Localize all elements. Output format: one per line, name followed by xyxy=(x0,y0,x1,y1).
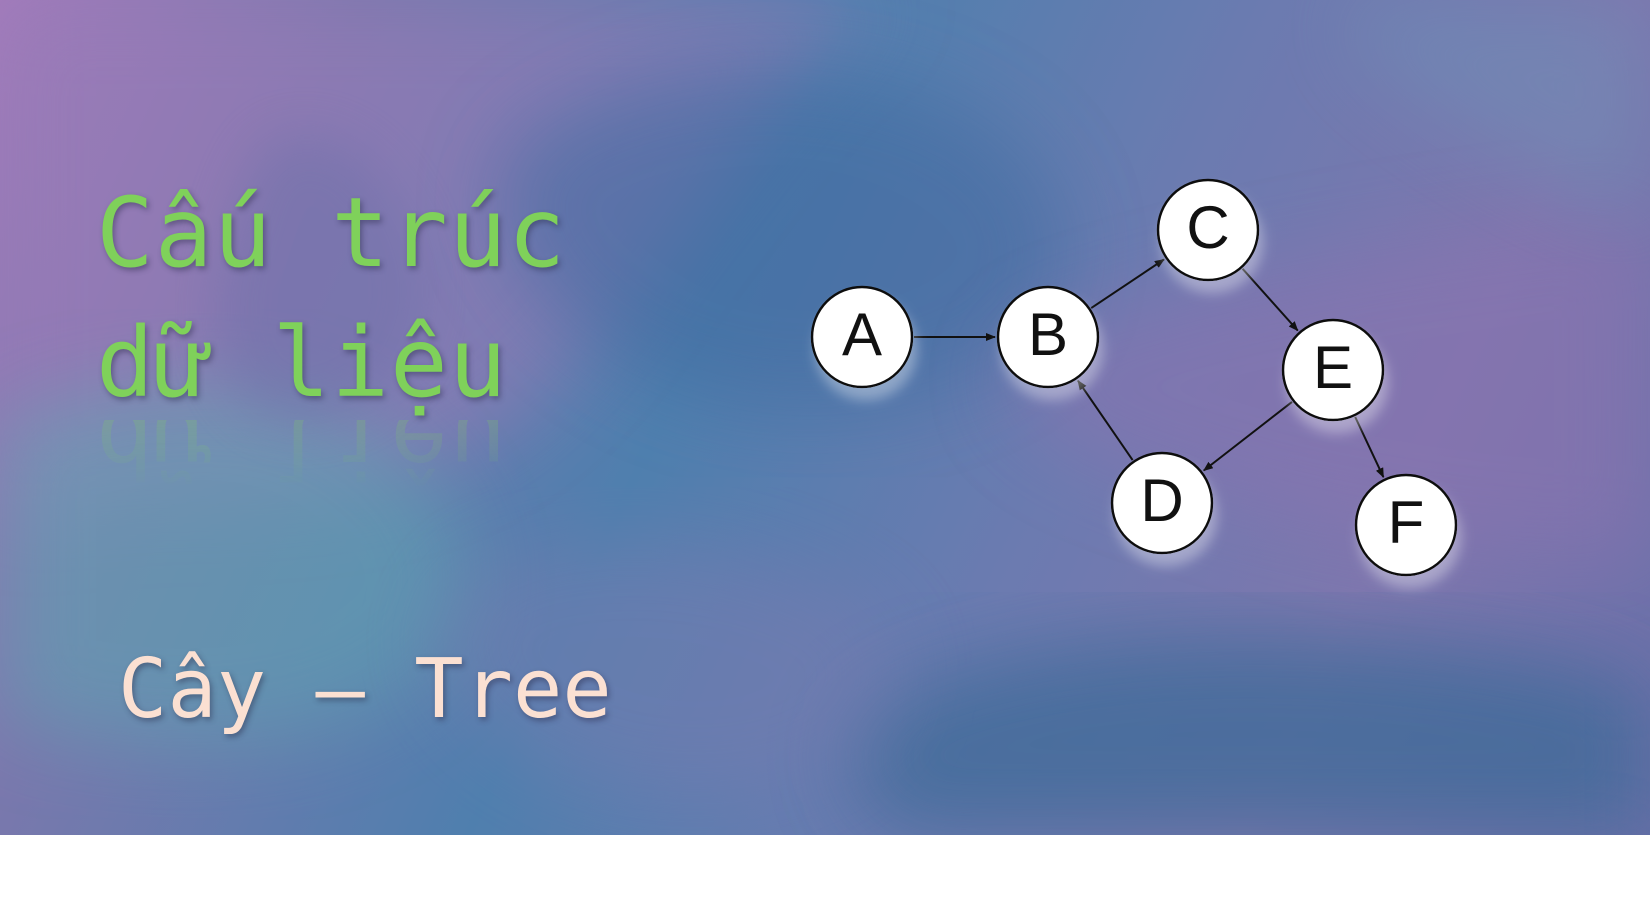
subtitle: Cây – Tree xyxy=(118,642,612,737)
title-line-1: Cấu trúc xyxy=(96,177,567,289)
edge-e-d xyxy=(1203,401,1293,472)
edge-e-f xyxy=(1354,416,1385,479)
node-circle xyxy=(810,285,914,389)
title: Cấu trúc dữ liệu xyxy=(96,168,566,428)
node-circle xyxy=(1354,473,1458,577)
edge-b-c xyxy=(1090,258,1165,309)
node-label: A xyxy=(842,301,882,368)
edge-c-e xyxy=(1241,268,1299,332)
node-label: F xyxy=(1388,489,1425,556)
node-c: C xyxy=(1156,178,1260,282)
node-a: A xyxy=(810,285,914,389)
node-e: E xyxy=(1281,318,1385,422)
background-waves xyxy=(0,0,1650,835)
node-label: E xyxy=(1313,334,1353,401)
graph-edges xyxy=(914,258,1385,479)
node-b: B xyxy=(996,285,1100,389)
node-label: D xyxy=(1140,467,1183,534)
node-circle xyxy=(1110,451,1214,555)
graph-nodes: A B C D E F xyxy=(810,178,1458,577)
node-d: D xyxy=(1110,451,1214,555)
node-circle xyxy=(996,285,1100,389)
title-line-2: dữ liệu xyxy=(96,307,508,419)
graph-diagram: A B C D E F xyxy=(810,178,1458,577)
node-label: C xyxy=(1186,194,1229,261)
edge-d-b xyxy=(1077,379,1134,461)
node-circle xyxy=(1156,178,1260,282)
banner: Cấu trúc dữ liệu dữ liệu Cây – Tree A B C D… xyxy=(0,0,1650,835)
node-f: F xyxy=(1354,473,1458,577)
node-circle xyxy=(1281,318,1385,422)
node-label: B xyxy=(1028,301,1068,368)
